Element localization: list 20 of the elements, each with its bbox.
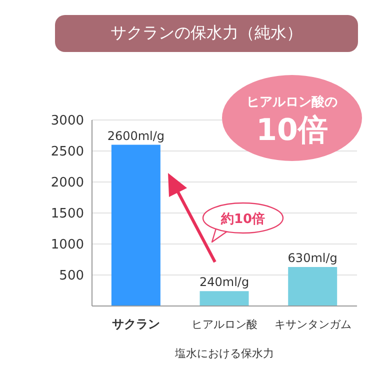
y-tick-label: 500 bbox=[59, 268, 84, 284]
data-label: 240ml/g bbox=[199, 275, 250, 290]
y-tick-label: 3000 bbox=[50, 114, 84, 129]
y-tick-label: 1000 bbox=[50, 238, 84, 253]
x-tick-label: キサンタンガム bbox=[274, 318, 352, 331]
x-tick-label: ヒアルロン酸 bbox=[192, 318, 258, 331]
y-tick-label: 1500 bbox=[50, 206, 84, 222]
y-tick-label: 2000 bbox=[50, 176, 84, 191]
bar bbox=[111, 144, 160, 306]
y-tick-label: 2500 bbox=[50, 144, 84, 160]
x-tick-label: サクラン bbox=[112, 317, 160, 331]
annotation: 10倍 bbox=[256, 113, 328, 148]
bar bbox=[288, 266, 338, 306]
data-label: 630ml/g bbox=[288, 250, 338, 265]
x-axis-title: 塩水における保水力 bbox=[174, 347, 274, 360]
chart-title: サクランの保水力（純水） bbox=[55, 15, 358, 52]
text: ヒアルロン酸の bbox=[246, 94, 338, 110]
annotation: 約10倍 bbox=[220, 211, 266, 227]
data-label: 2600ml/g bbox=[107, 128, 165, 143]
bar bbox=[200, 291, 249, 306]
